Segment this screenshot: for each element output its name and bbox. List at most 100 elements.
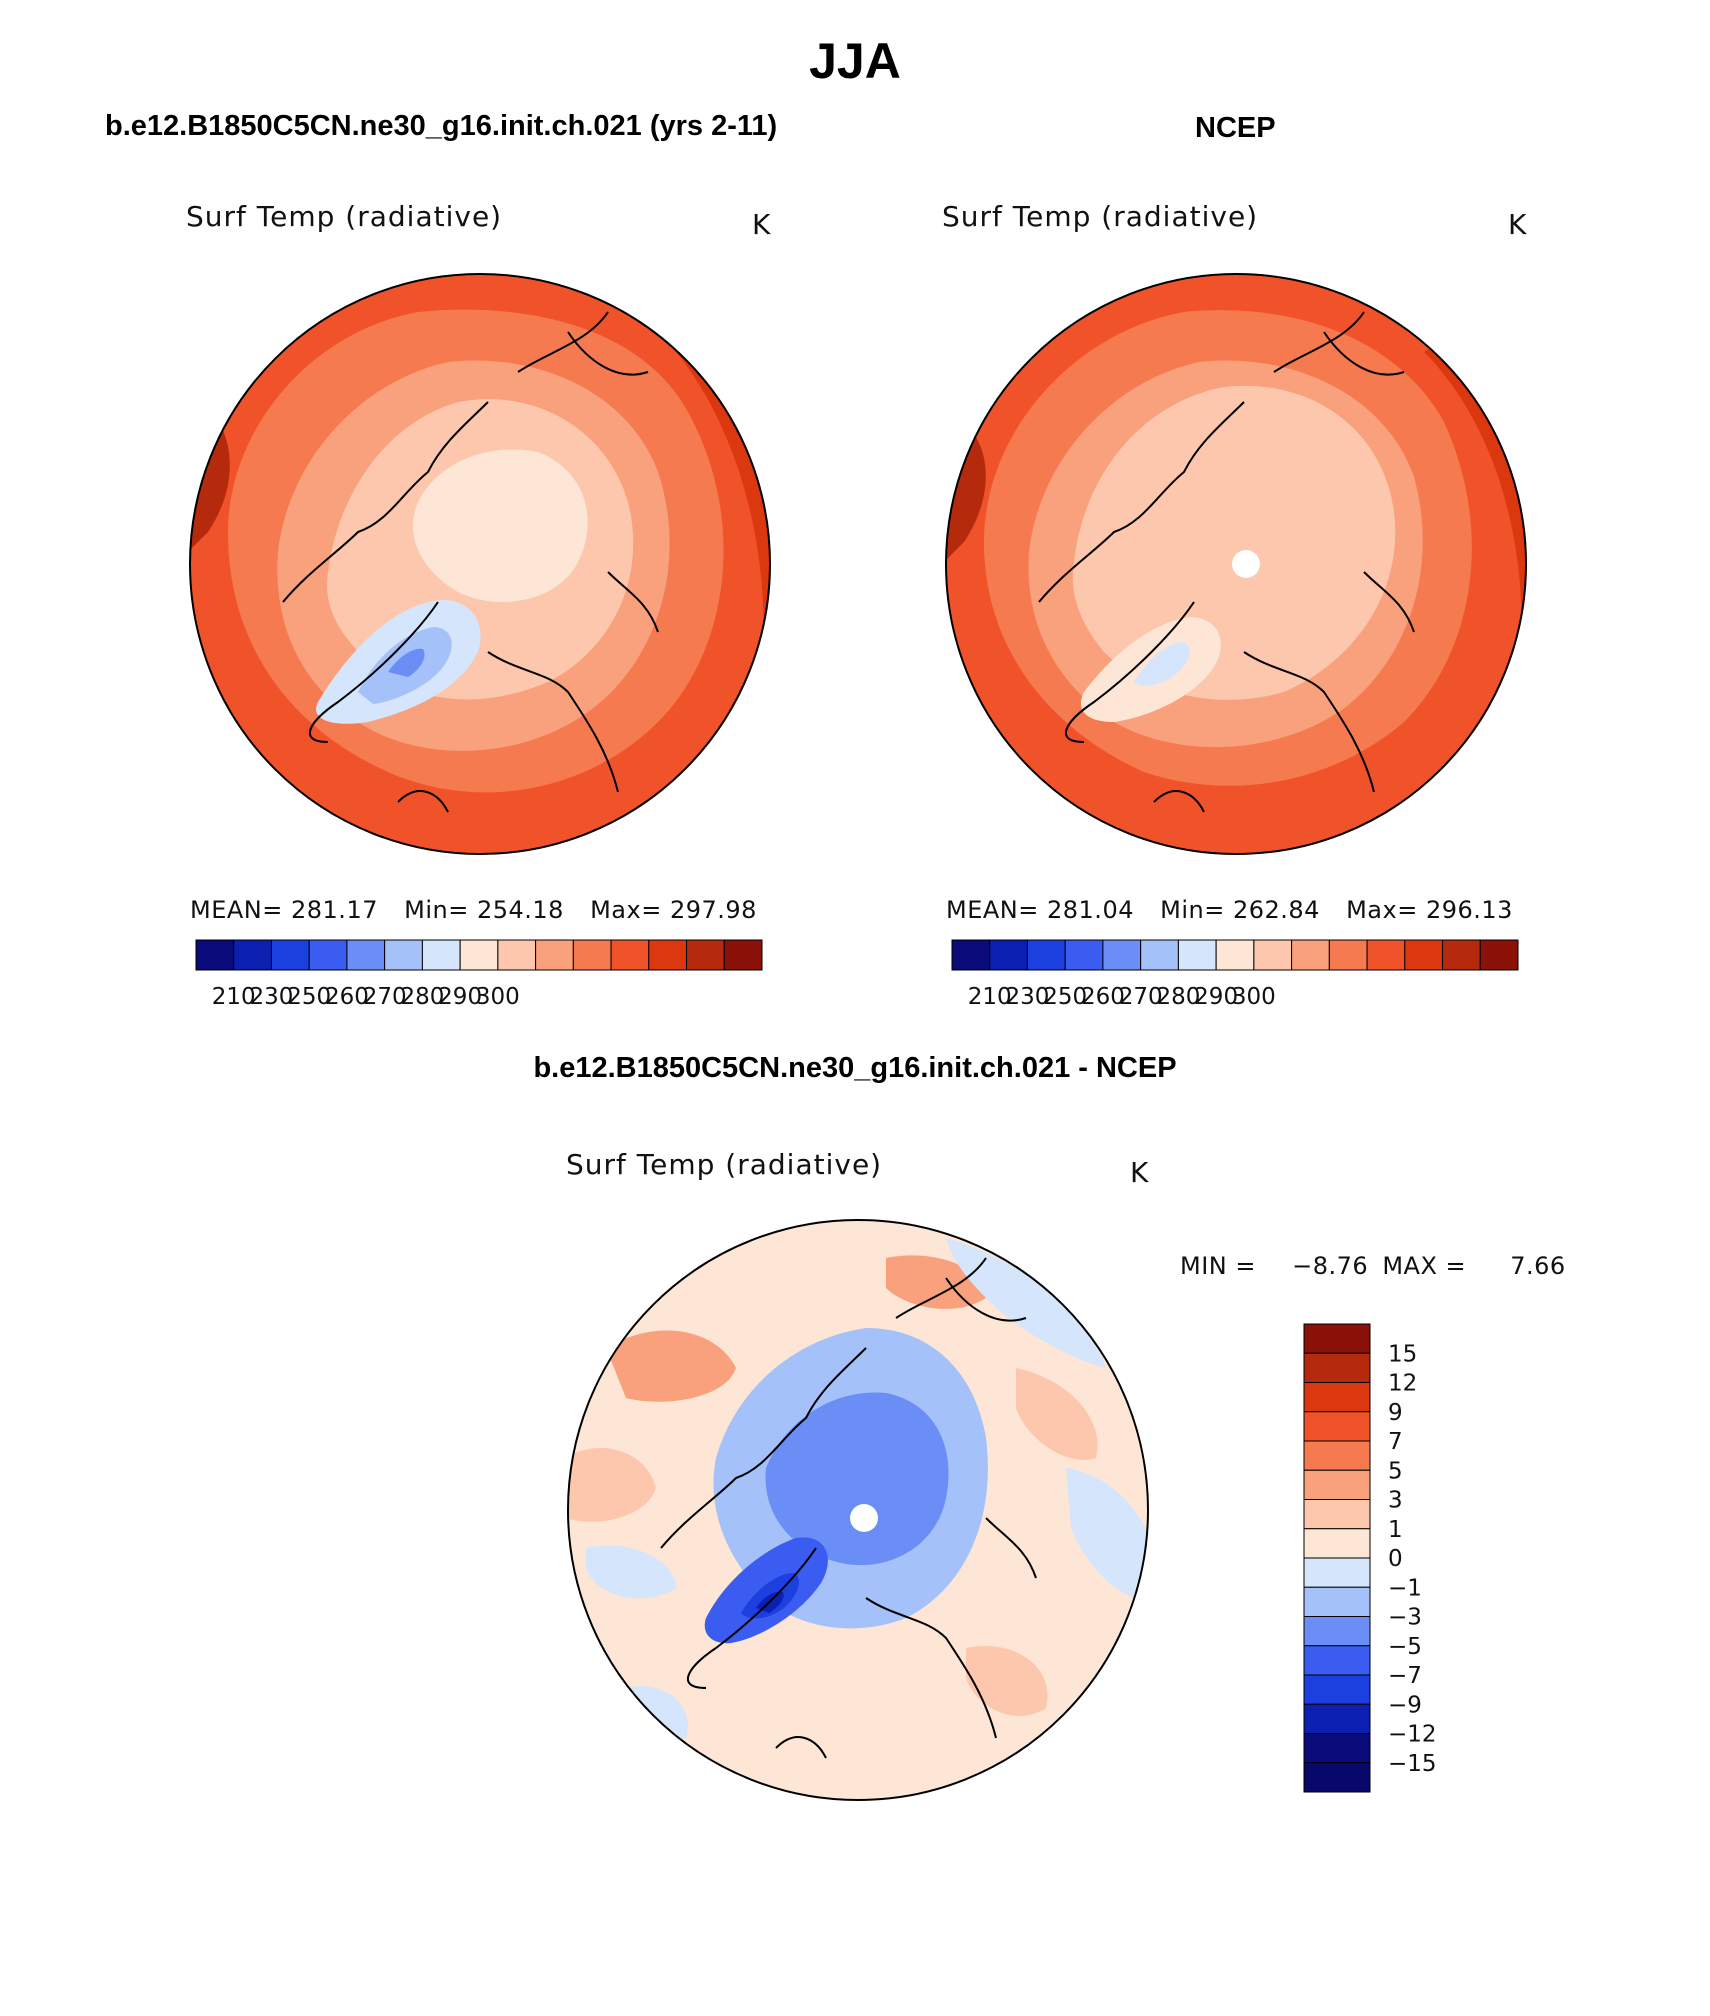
colorbar-tick-label: −7 — [1388, 1663, 1422, 1689]
diff-pole-hole — [850, 1504, 878, 1532]
colorbar-tick-label: 280 — [1156, 984, 1200, 1010]
colorbar-tick-label: 290 — [438, 984, 482, 1010]
colorbar-box — [1303, 1440, 1371, 1471]
left-units-label: K — [752, 208, 771, 241]
diff-cool-patch-e — [1066, 1468, 1148, 1600]
colorbar-box — [308, 939, 348, 971]
diff-warm-patch-se — [966, 1646, 1048, 1717]
right-panel-title: NCEP — [1195, 112, 1276, 144]
colorbar-box — [497, 939, 537, 971]
diff-min-label: MIN = — [1180, 1252, 1256, 1280]
colorbar-box — [1303, 1323, 1371, 1354]
diff-stats-line: MIN = −8.76 MAX = 7.66 — [1180, 1252, 1566, 1280]
right-pole-hole — [1232, 550, 1260, 578]
colorbar-tick-label: −9 — [1388, 1692, 1422, 1718]
diff-units-label: K — [1130, 1156, 1149, 1189]
colorbar-box — [195, 939, 235, 971]
diff-min-value: −8.76 — [1292, 1252, 1369, 1280]
colorbar-tick-label: 270 — [363, 984, 407, 1010]
colorbar-box — [1303, 1616, 1371, 1647]
colorbar-tick-label: 260 — [1081, 984, 1125, 1010]
colorbar-box — [686, 939, 725, 971]
colorbar-box — [1102, 939, 1142, 971]
left-panel-title: b.e12.B1850C5CN.ne30_g16.init.ch.021 (yr… — [105, 110, 778, 142]
colorbar-box — [1303, 1762, 1371, 1793]
right-map — [945, 273, 1527, 855]
right-max-value: 296.13 — [1425, 896, 1513, 924]
right-variable-label: Surf Temp (radiative) — [942, 200, 1259, 233]
diff-variable-label: Surf Temp (radiative) — [566, 1148, 883, 1181]
right-units-label: K — [1508, 208, 1527, 241]
left-max-label: Max= — [590, 896, 662, 924]
colorbar-box — [535, 939, 574, 971]
colorbar-box — [1479, 939, 1519, 971]
colorbar-box — [723, 939, 763, 971]
colorbar-box — [1303, 1528, 1371, 1559]
colorbar-box — [346, 939, 386, 971]
colorbar-tick-label: 3 — [1388, 1488, 1403, 1514]
right-mean-value: 281.04 — [1047, 896, 1134, 924]
diff-warm-patch-nw — [606, 1330, 736, 1402]
colorbar-tick-label: 300 — [1232, 984, 1276, 1010]
colorbar-tick-label: −12 — [1388, 1722, 1437, 1748]
diff-cool-patch-ne — [946, 1238, 1106, 1368]
right-greenland-cold — [1134, 642, 1190, 686]
colorbar-box — [1303, 1352, 1371, 1383]
colorbar-box — [233, 939, 272, 971]
diff-coastline — [660, 1257, 1037, 1759]
diff-panel-title: b.e12.B1850C5CN.ne30_g16.init.ch.021 - N… — [533, 1052, 1177, 1084]
colorbar-box — [1303, 1499, 1371, 1530]
colorbar-box — [1303, 1411, 1371, 1442]
left-min-label: Min= — [404, 896, 469, 924]
colorbar-box — [1026, 939, 1066, 971]
colorbar-tick-label: −15 — [1388, 1751, 1437, 1777]
left-variable-label: Surf Temp (radiative) — [186, 200, 503, 233]
right-max-label: Max= — [1346, 896, 1418, 924]
colorbar-box — [459, 939, 499, 971]
colorbar-tick-label: −3 — [1388, 1605, 1422, 1631]
diff-cool-patch-w — [586, 1545, 676, 1599]
colorbar-box — [1366, 939, 1406, 971]
diff-map — [567, 1219, 1149, 1801]
left-mean-label: MEAN= — [190, 896, 283, 924]
colorbar-box — [1303, 1703, 1371, 1734]
colorbar-tick-label: 270 — [1119, 984, 1163, 1010]
left-coastline — [282, 311, 659, 813]
left-band-265 — [412, 449, 588, 602]
right-band-270 — [1072, 385, 1396, 700]
colorbar-box — [1303, 1645, 1371, 1676]
right-coastline — [1038, 311, 1415, 813]
left-max-value: 297.98 — [669, 896, 757, 924]
colorbar-box — [1253, 939, 1293, 971]
colorbar-box — [989, 939, 1028, 971]
diff-max-value: 7.66 — [1510, 1252, 1566, 1280]
colorbar-box — [1328, 939, 1368, 971]
colorbar-tick-label: 15 — [1388, 1341, 1417, 1367]
left-stats-line: MEAN= 281.17 Min= 254.18 Max= 297.98 — [190, 896, 757, 924]
colorbar-tick-label: 250 — [287, 984, 331, 1010]
colorbar-tick-label: 300 — [476, 984, 520, 1010]
diff-warm-patch-w — [568, 1448, 656, 1522]
colorbar-tick-label: 7 — [1388, 1429, 1403, 1455]
colorbar-box — [1303, 1674, 1371, 1705]
colorbar-box — [270, 939, 310, 971]
colorbar-box — [1064, 939, 1104, 971]
colorbar-box — [384, 939, 423, 971]
colorbar-box — [1177, 939, 1217, 971]
colorbar-box — [648, 939, 688, 971]
right-min-value: 262.84 — [1232, 896, 1320, 924]
colorbar-box — [1442, 939, 1481, 971]
colorbar-box — [1404, 939, 1444, 971]
colorbar-tick-label: 230 — [1006, 984, 1050, 1010]
colorbar-box — [1303, 1382, 1371, 1413]
colorbar-tick-label: 5 — [1388, 1458, 1403, 1484]
diff-max-label: MAX = — [1382, 1252, 1467, 1280]
colorbar-tick-label: −1 — [1388, 1575, 1422, 1601]
colorbar-tick-label: 9 — [1388, 1400, 1403, 1426]
colorbar-box — [610, 939, 650, 971]
colorbar-tick-label: 210 — [968, 984, 1012, 1010]
colorbar-box — [1303, 1557, 1371, 1588]
colorbar-box — [1215, 939, 1255, 971]
